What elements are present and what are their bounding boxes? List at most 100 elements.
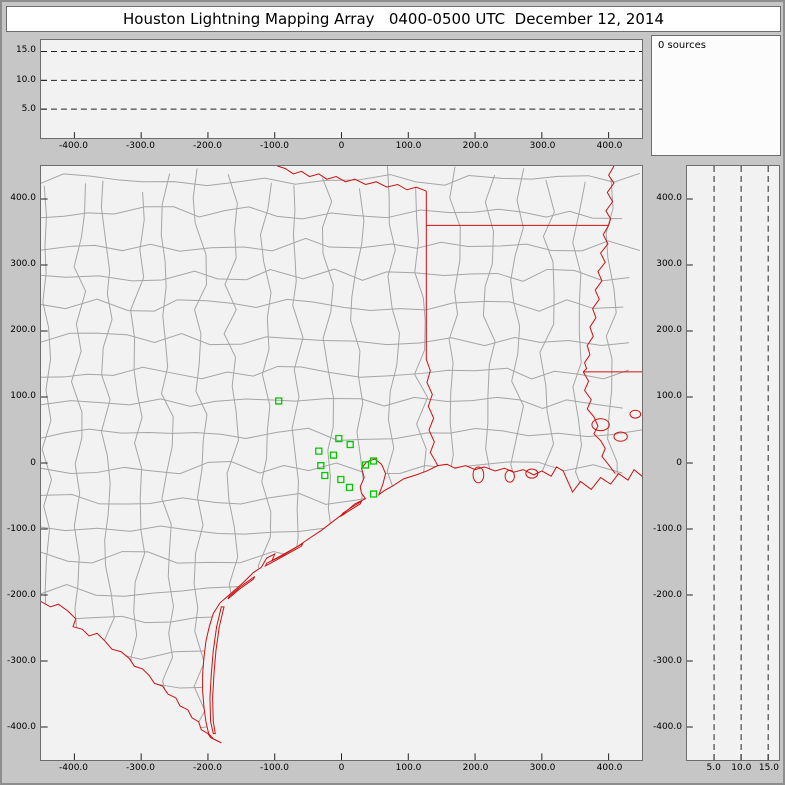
- mustang-island: [228, 577, 255, 599]
- lma-station-marker: [316, 448, 322, 454]
- county-boundary: [40, 748, 625, 761]
- county-boundary: [322, 178, 333, 761]
- county-boundary: [40, 552, 640, 564]
- tick-label: 5.0: [21, 104, 36, 115]
- lma-station-marker: [371, 491, 377, 497]
- tick-label: -400.0: [652, 722, 682, 733]
- tick-label: 400.0: [10, 192, 36, 203]
- tick-label: 400.0: [596, 141, 623, 151]
- padre-island: [210, 607, 224, 734]
- tick-label: -400.0: [58, 763, 89, 773]
- tick-label: -300.0: [125, 763, 156, 773]
- galveston-island: [342, 501, 362, 516]
- county-boundary: [40, 524, 631, 534]
- county-boundary: [40, 492, 624, 504]
- county-boundary: [447, 167, 460, 761]
- county-boundary: [386, 165, 399, 761]
- tick-label: 10.0: [731, 763, 752, 773]
- red-river-border: [277, 166, 426, 191]
- ew-panel-distance-tick-labels: -400.0 -300.0 -200.0 -100.0 0 100.0 200.0 300.0…: [40, 141, 643, 153]
- tick-label: 300.0: [529, 141, 556, 151]
- tick-label: 200.0: [462, 141, 489, 151]
- mississippi-river-border: [583, 166, 614, 372]
- lma-station-marker: [371, 458, 377, 464]
- county-boundary: [573, 182, 586, 761]
- tick-label: -400.0: [58, 141, 89, 151]
- county-boundary: [40, 615, 636, 628]
- grand-lake: [505, 470, 514, 482]
- lma-station-marker: [363, 462, 369, 468]
- county-boundary: [40, 366, 629, 379]
- mississippi-river-lower: [583, 372, 615, 474]
- tick-label: -100.0: [652, 523, 682, 534]
- tick-label: 15.0: [15, 45, 36, 56]
- tick-label: -100.0: [259, 763, 290, 773]
- tick-label: -300.0: [125, 141, 156, 151]
- tick-label: -200.0: [6, 589, 36, 600]
- texas-louisiana-arkansas-border: [426, 191, 437, 466]
- tick-label: 300.0: [10, 258, 36, 269]
- tick-label: 100.0: [395, 763, 422, 773]
- county-boundaries-layer: [40, 165, 643, 761]
- inland-lake: [630, 410, 641, 418]
- state-borders-layer: [41, 166, 642, 743]
- county-boundary: [40, 428, 643, 440]
- county-boundary: [540, 180, 554, 761]
- lma-station-marker: [336, 436, 342, 442]
- tick-label: 200.0: [10, 325, 36, 336]
- sources-counter-panel: 0 sources: [651, 35, 781, 156]
- map-north-south-tick-labels: 400.0 300.0 200.0 100.0 0 -100.0 -200.0 -300.0 -…: [6, 165, 39, 761]
- county-boundary: [511, 168, 524, 761]
- county-boundary: [40, 717, 626, 729]
- tick-label: 200.0: [656, 325, 682, 336]
- altitude-vs-north-south-panel[interactable]: [686, 165, 780, 761]
- sources-count-label: 0 sources: [658, 40, 706, 51]
- rio-grande-border: [41, 602, 221, 743]
- county-boundary: [40, 269, 629, 281]
- lma-station-marker: [322, 473, 328, 479]
- lma-stations-layer: [276, 398, 377, 497]
- tick-label: 10.0: [15, 74, 36, 85]
- county-boundary: [40, 207, 622, 219]
- tick-label: 100.0: [656, 391, 682, 402]
- county-boundary: [40, 648, 622, 660]
- tick-label: 15.0: [758, 763, 779, 773]
- county-boundary: [40, 397, 623, 408]
- tick-label: -200.0: [192, 141, 223, 151]
- county-boundary: [351, 188, 365, 761]
- tick-label: 400.0: [656, 192, 682, 203]
- tick-label: -100.0: [259, 141, 290, 151]
- altitude-vs-east-west-panel[interactable]: [40, 39, 643, 139]
- tick-label: 0: [30, 457, 36, 468]
- ns-panel-distance-tick-labels: 400.0 300.0 200.0 100.0 0 -100.0 -200.0 -300.0 -…: [652, 165, 685, 761]
- county-boundary: [131, 192, 145, 761]
- tick-label: -300.0: [652, 656, 682, 667]
- county-boundary: [224, 174, 238, 761]
- county-boundary: [40, 238, 640, 251]
- tick-label: 100.0: [10, 391, 36, 402]
- tick-label: -100.0: [6, 523, 36, 534]
- gulf-coastline: [203, 459, 642, 743]
- map-east-west-tick-labels: -400.0 -300.0 -200.0 -100.0 0 100.0 200.0 300.0…: [40, 763, 643, 775]
- tick-label: 5.0: [706, 763, 721, 773]
- county-boundary: [40, 173, 640, 185]
- white-lake: [526, 469, 538, 478]
- lma-station-marker: [347, 442, 353, 448]
- tick-label: -300.0: [6, 656, 36, 667]
- matagorda-peninsula: [265, 544, 302, 566]
- tick-label: 400.0: [596, 763, 623, 773]
- tick-label: -400.0: [6, 722, 36, 733]
- county-boundary: [290, 185, 303, 761]
- county-boundary: [40, 585, 636, 598]
- county-boundary: [40, 683, 626, 696]
- tick-label: 0: [338, 763, 345, 773]
- tick-label: 300.0: [529, 763, 556, 773]
- lma-station-marker: [318, 463, 324, 469]
- county-boundary: [42, 186, 53, 761]
- county-boundary: [193, 169, 207, 761]
- plan-view-map-panel[interactable]: [40, 165, 643, 761]
- county-boundary: [40, 299, 623, 311]
- county-boundary: [40, 333, 629, 346]
- tick-label: 200.0: [462, 763, 489, 773]
